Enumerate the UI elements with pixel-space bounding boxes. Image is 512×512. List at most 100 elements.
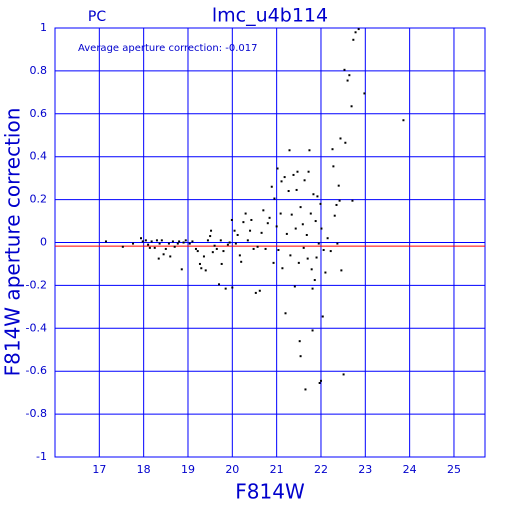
- point: [319, 202, 322, 205]
- point: [338, 199, 341, 202]
- point: [157, 257, 160, 260]
- point: [311, 329, 314, 332]
- point: [354, 31, 357, 34]
- point: [279, 212, 282, 215]
- point: [303, 179, 306, 182]
- y-tick-label: -0.8: [26, 407, 47, 420]
- point: [344, 141, 347, 144]
- point: [104, 240, 107, 243]
- point: [308, 149, 311, 152]
- point: [295, 188, 298, 191]
- y-tick-label: 0.4: [30, 150, 48, 163]
- point: [268, 216, 271, 219]
- point: [337, 184, 340, 187]
- point: [252, 247, 255, 250]
- point: [213, 244, 216, 247]
- point: [204, 269, 207, 272]
- y-tick-label: 0.2: [30, 193, 48, 206]
- point: [305, 233, 308, 236]
- point: [331, 148, 334, 151]
- point: [218, 283, 221, 286]
- point: [310, 268, 313, 271]
- point: [184, 239, 187, 242]
- point: [343, 68, 346, 71]
- x-tick-label: 25: [447, 463, 461, 476]
- point: [290, 213, 293, 216]
- point: [288, 149, 291, 152]
- point: [294, 227, 297, 230]
- point: [220, 262, 223, 265]
- point: [258, 289, 261, 292]
- point: [319, 379, 322, 382]
- y-tick-label: -1: [36, 450, 47, 463]
- point: [148, 246, 151, 249]
- point: [402, 119, 405, 122]
- point: [350, 105, 353, 108]
- point: [250, 218, 253, 221]
- point: [173, 245, 176, 248]
- point: [342, 373, 345, 376]
- point: [188, 242, 191, 245]
- point: [231, 286, 234, 289]
- point: [153, 246, 156, 249]
- x-axis-label: F814W: [235, 480, 305, 504]
- point: [297, 261, 300, 264]
- point: [182, 241, 185, 244]
- point: [299, 355, 302, 358]
- y-tick-label: 1: [40, 21, 47, 34]
- x-tick-label: 18: [137, 463, 151, 476]
- point: [281, 267, 284, 270]
- point: [211, 251, 214, 254]
- point: [262, 209, 265, 212]
- point: [273, 197, 276, 200]
- point: [194, 247, 197, 250]
- x-tick-label: 24: [403, 463, 417, 476]
- point: [180, 268, 183, 271]
- point: [167, 242, 170, 245]
- point: [260, 231, 263, 234]
- point: [335, 203, 338, 206]
- point: [277, 249, 280, 252]
- point: [200, 267, 203, 270]
- point: [158, 242, 161, 245]
- point: [162, 253, 165, 256]
- point: [315, 256, 318, 259]
- point: [312, 193, 315, 196]
- point: [270, 185, 273, 188]
- point: [176, 242, 179, 245]
- plot-frame: [54, 27, 486, 458]
- point: [256, 245, 259, 248]
- point: [144, 239, 147, 242]
- point: [224, 287, 227, 290]
- point: [336, 242, 339, 245]
- point: [357, 28, 360, 31]
- point: [196, 250, 199, 253]
- point: [121, 245, 124, 248]
- point: [244, 212, 247, 215]
- point: [219, 239, 222, 242]
- x-tick-label: 20: [225, 463, 239, 476]
- point: [340, 269, 343, 272]
- chart-title: lmc_u4b114: [212, 5, 328, 27]
- point: [155, 239, 158, 242]
- point: [246, 239, 249, 242]
- point: [191, 240, 194, 243]
- x-tick-label: 17: [92, 463, 106, 476]
- point: [266, 222, 269, 225]
- point: [324, 271, 327, 274]
- point: [198, 262, 201, 265]
- point: [333, 214, 336, 217]
- point: [169, 255, 172, 258]
- camera-label: PC: [88, 9, 106, 25]
- x-tick-label: 19: [181, 463, 195, 476]
- point: [171, 240, 174, 243]
- point: [160, 239, 163, 242]
- point: [226, 243, 229, 246]
- point: [339, 137, 342, 140]
- point: [363, 92, 366, 95]
- point: [322, 249, 325, 252]
- point: [283, 176, 286, 179]
- point: [293, 285, 296, 288]
- point: [132, 242, 135, 245]
